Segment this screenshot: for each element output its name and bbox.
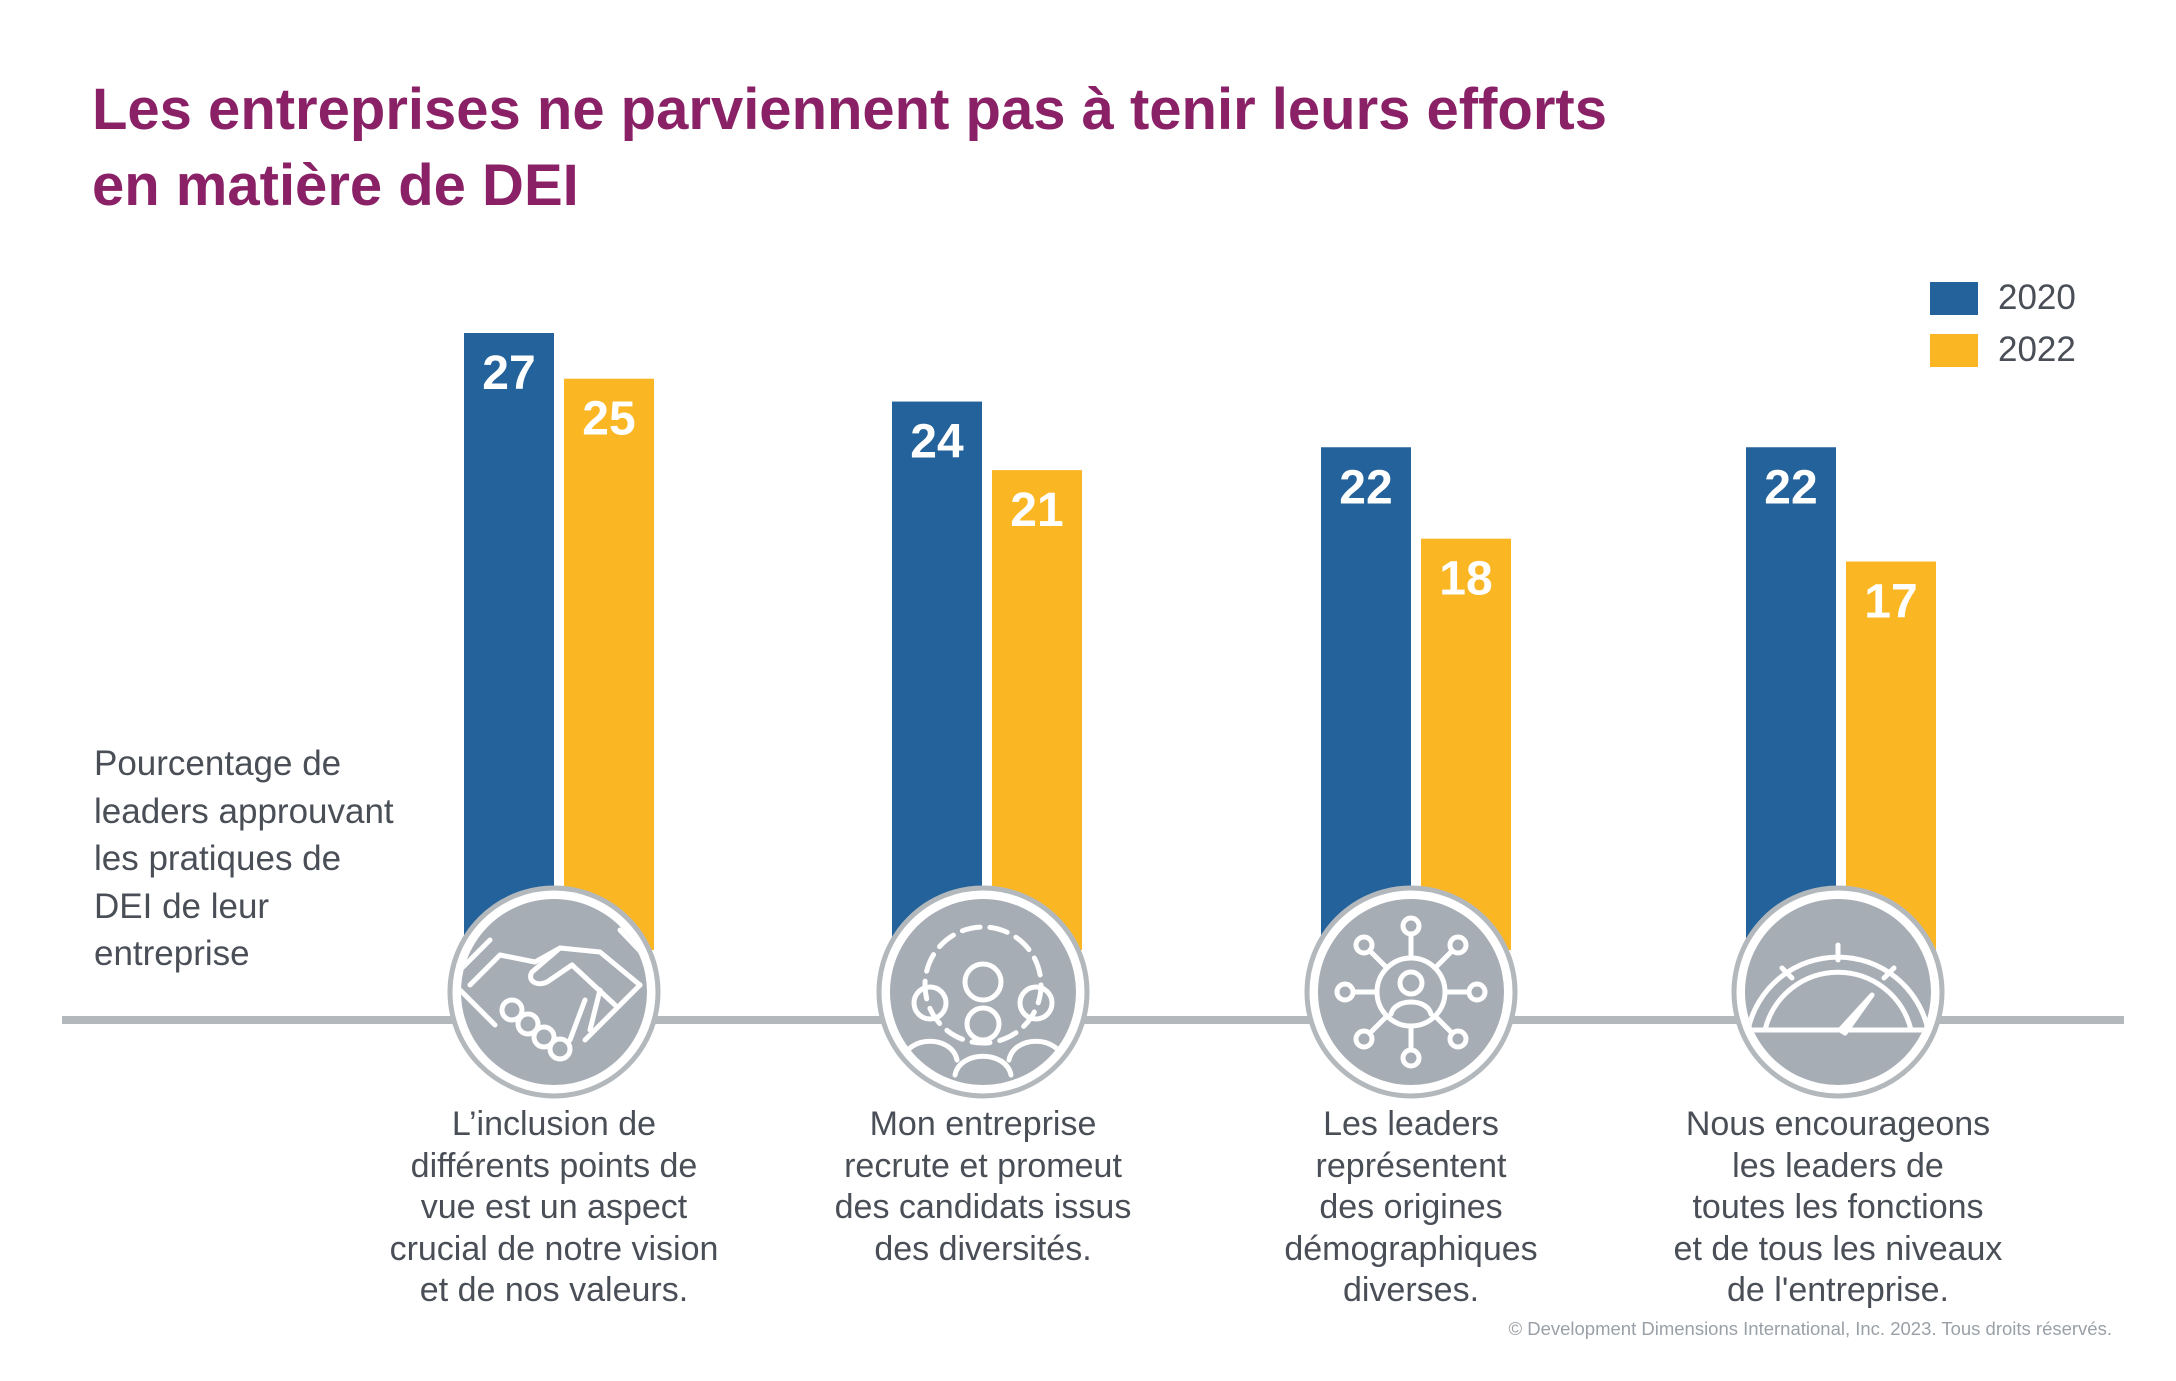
legend-item-2022: 2022 [1930,324,2076,376]
bar-2020-cat4 [1746,447,1836,950]
bar-2020-cat1 [464,333,554,950]
bar-2022-cat4 [1846,561,1936,950]
legend-item-2020: 2020 [1930,272,2076,324]
legend: 2020 2022 [1930,272,2076,376]
gear-people-icon [876,885,1090,1099]
value-label-2020-cat2: 24 [910,416,964,469]
copyright-footer: © Development Dimensions International, … [1508,1318,2112,1339]
category-label-1: L’inclusion de différents points de vue … [389,1105,719,1309]
value-label-2022-cat3: 18 [1439,553,1492,606]
bar-2020-cat2 [892,401,982,950]
bar-2022-cat2 [992,470,1082,950]
legend-label-2022: 2022 [1998,330,2076,369]
chart-title-line-1: Les entreprises ne parviennent pas à ten… [92,77,1607,142]
value-label-2022-cat2: 21 [1010,484,1063,537]
network-person-icon [1304,885,1518,1099]
handshake-icon [447,885,661,1099]
chart-title-line-2: en matière de DEI [92,153,579,218]
category-label-2: Mon entreprise recrute et promeut des ca… [834,1105,1132,1268]
value-label-2020-cat4: 22 [1764,461,1817,514]
value-label-2020-cat1: 27 [482,347,535,400]
baseline [62,1016,2124,1024]
legend-label-2020: 2020 [1998,278,2076,317]
bar-2022-cat3 [1421,538,1511,950]
category-label-4: Nous encourageons les leaders de toutes … [1673,1105,2003,1309]
bar-2022-cat1 [564,378,654,950]
gauge-icon [1731,885,1945,1099]
legend-swatch-2020 [1930,281,1978,315]
value-label-2022-cat1: 25 [582,393,635,446]
chart-title: Les entreprises ne parviennent pas à ten… [92,72,1892,224]
legend-swatch-2022 [1930,333,1978,367]
bars-layer: 27 24 22 22 25 21 18 17 [464,333,1936,950]
value-label-2020-cat3: 22 [1339,461,1392,514]
y-axis-label: Pourcentage de leaders approuvant les pr… [94,744,394,973]
value-label-2022-cat4: 17 [1864,576,1917,629]
bar-2020-cat3 [1321,447,1411,950]
category-label-3: Les leaders représentent des origines dé… [1284,1105,1538,1309]
